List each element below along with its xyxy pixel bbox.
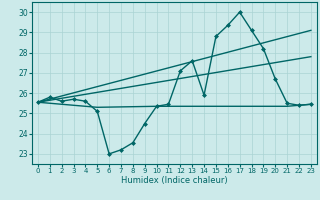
X-axis label: Humidex (Indice chaleur): Humidex (Indice chaleur) <box>121 176 228 185</box>
